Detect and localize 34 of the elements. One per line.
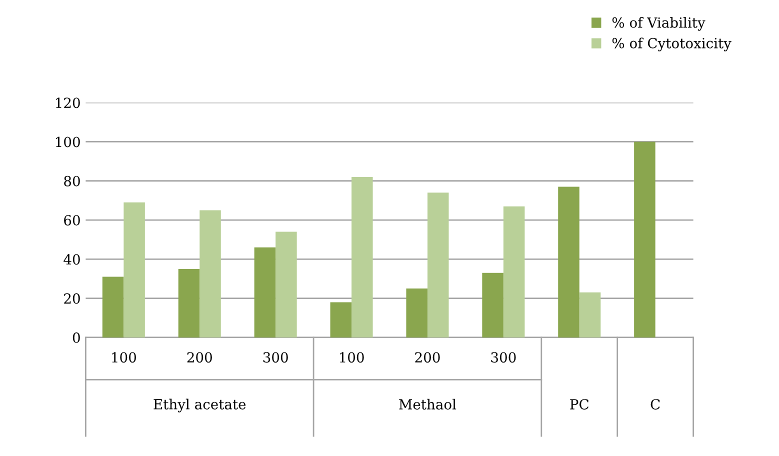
- y-tick-label: 100: [56, 136, 80, 148]
- text: C: [650, 399, 660, 410]
- bar: [102, 276, 124, 338]
- bar: [634, 142, 656, 338]
- text: PC: [570, 399, 589, 410]
- bar: [178, 268, 200, 338]
- legend-label: % of Viability: [612, 17, 706, 31]
- bar: [330, 302, 352, 338]
- x-tick-label: 100: [340, 352, 364, 363]
- bar: [482, 272, 504, 338]
- bar: [124, 202, 145, 338]
- y-tick-label: 80: [64, 176, 80, 186]
- bar: [503, 206, 525, 338]
- text: Ethyl acetate: [154, 398, 246, 412]
- text: Methaol: [399, 398, 456, 410]
- x-tick-label: 300: [263, 352, 288, 363]
- bar: [254, 247, 276, 338]
- x-tick-label: 300: [491, 352, 516, 363]
- bar: [406, 288, 428, 338]
- y-tick-label: 120: [56, 98, 80, 108]
- legend-label: % of Cytotoxicity: [612, 38, 732, 52]
- x-tick-label: 200: [187, 352, 212, 363]
- y-tick-label: 40: [64, 254, 80, 265]
- y-tick-label: 60: [64, 214, 80, 226]
- bar: [200, 210, 221, 338]
- x-tick-label: 200: [415, 352, 440, 363]
- y-tick-label: 20: [64, 293, 80, 304]
- y-tick-label: 0: [72, 332, 80, 343]
- x-tick-label: 100: [112, 352, 136, 363]
- bar: [579, 292, 601, 338]
- bar: [427, 192, 449, 338]
- bar: [558, 186, 580, 338]
- bar: [276, 232, 297, 338]
- bar: [352, 176, 373, 338]
